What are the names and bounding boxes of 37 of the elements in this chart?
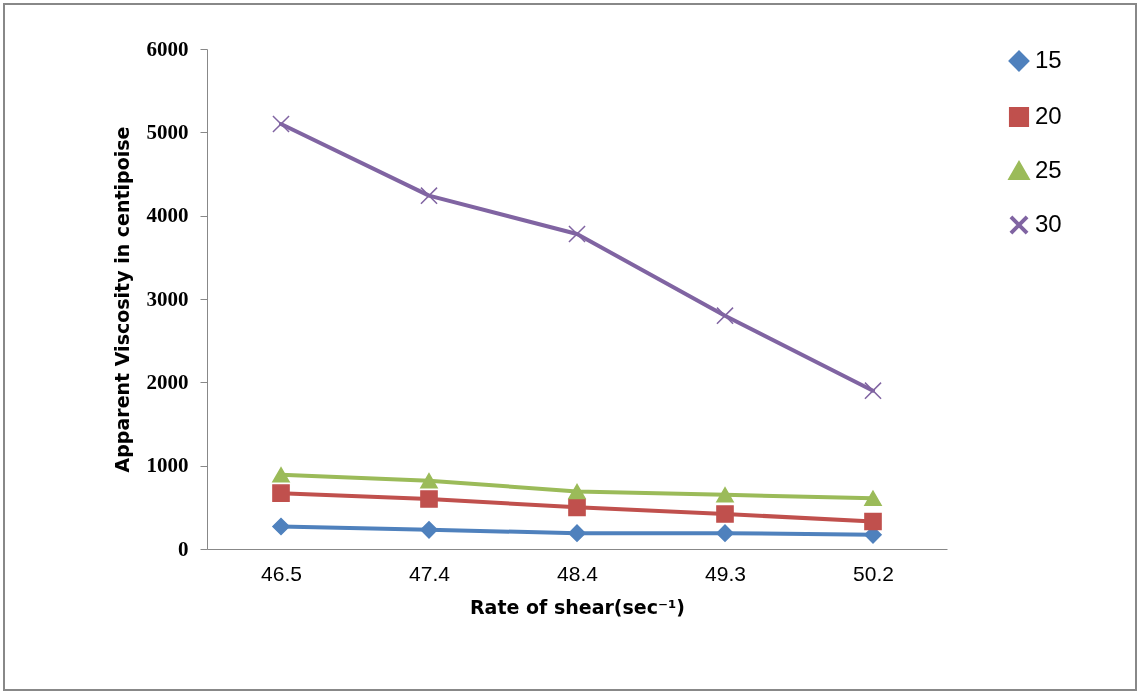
point (864, 490, 882, 506)
point (864, 512, 882, 531)
point (420, 472, 438, 489)
legend-label: 20 (1035, 102, 1062, 129)
y-tick-label: 5000 (146, 119, 189, 144)
point (272, 484, 290, 502)
point (272, 467, 290, 483)
x-tick-label: 48.4 (557, 561, 599, 585)
y-tick-label: 2000 (146, 369, 189, 394)
x-tick-label: 50.2 (853, 561, 894, 585)
point (420, 490, 438, 508)
point (272, 115, 290, 133)
point (568, 483, 586, 500)
y-tick-label: 1000 (146, 453, 189, 478)
y-tick-label: 0 (178, 536, 189, 561)
point (716, 487, 734, 503)
y-tick-label: 4000 (146, 203, 189, 228)
y-axis-title: Apparent Viscosity in centipoise (110, 126, 133, 473)
x-tick-label: 46.5 (261, 561, 302, 585)
x-tick-label: 47.4 (409, 561, 451, 585)
point (568, 225, 586, 243)
legend-label: 30 (1035, 210, 1062, 237)
y-tick-label: 3000 (146, 286, 189, 311)
x-axis-title: Rate of shear(sec⁻¹) (469, 595, 686, 618)
point (420, 521, 438, 539)
y-tick-label: 6000 (146, 36, 189, 61)
point (864, 381, 882, 400)
point (716, 306, 734, 325)
legend-label: 25 (1035, 156, 1062, 183)
point (716, 505, 734, 523)
point (716, 524, 734, 542)
point (568, 524, 586, 542)
x-tick-label: 49.3 (705, 561, 746, 585)
legend-label: 15 (1035, 46, 1062, 73)
point (420, 186, 438, 205)
point (568, 498, 586, 517)
point (272, 517, 290, 536)
